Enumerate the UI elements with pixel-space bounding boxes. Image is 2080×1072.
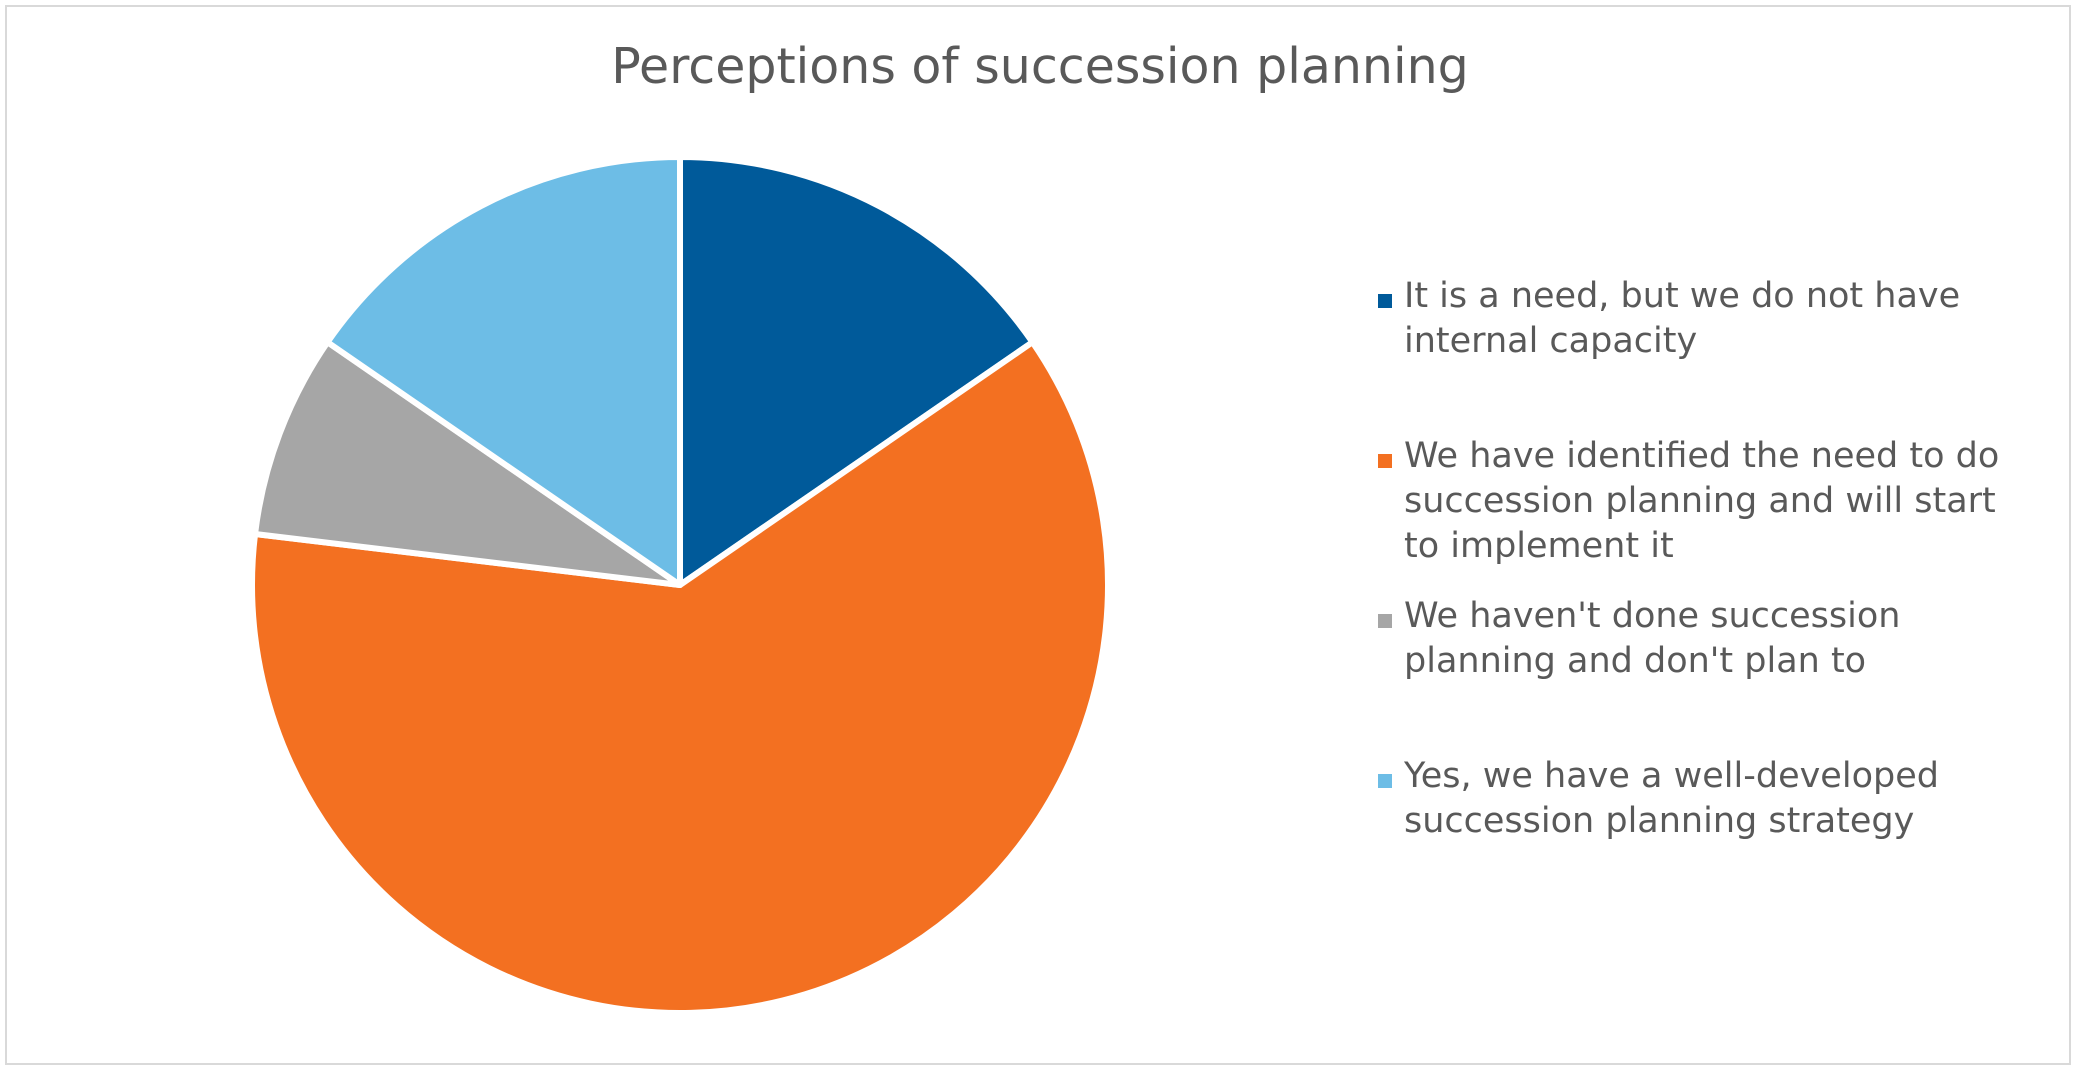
legend-swatch bbox=[1378, 614, 1392, 628]
pie-slice bbox=[677, 154, 1036, 588]
legend-label: Yes, we have a well-developed succession… bbox=[1404, 756, 1939, 841]
pie-slice bbox=[324, 154, 683, 588]
legend-label: It is a need, but we do not have interna… bbox=[1404, 276, 1961, 361]
pie-slices bbox=[249, 154, 1112, 1017]
pie-slice bbox=[249, 339, 1112, 1017]
legend-swatch bbox=[1378, 294, 1392, 308]
legend-item: Yes, we have a well-developed succession… bbox=[1378, 754, 1939, 844]
legend-swatch bbox=[1378, 454, 1392, 468]
pie-slice bbox=[252, 339, 683, 588]
legend-label: We have identified the need to do succes… bbox=[1404, 436, 2000, 566]
legend-item: It is a need, but we do not have interna… bbox=[1378, 274, 1960, 364]
legend-item: We haven't done succession planning and … bbox=[1378, 594, 1900, 684]
legend-item: We have identified the need to do succes… bbox=[1378, 434, 1999, 569]
legend-label: We haven't done succession planning and … bbox=[1404, 596, 1901, 681]
chart-title: Perceptions of succession planning bbox=[611, 38, 1469, 95]
legend-swatch bbox=[1378, 774, 1392, 788]
